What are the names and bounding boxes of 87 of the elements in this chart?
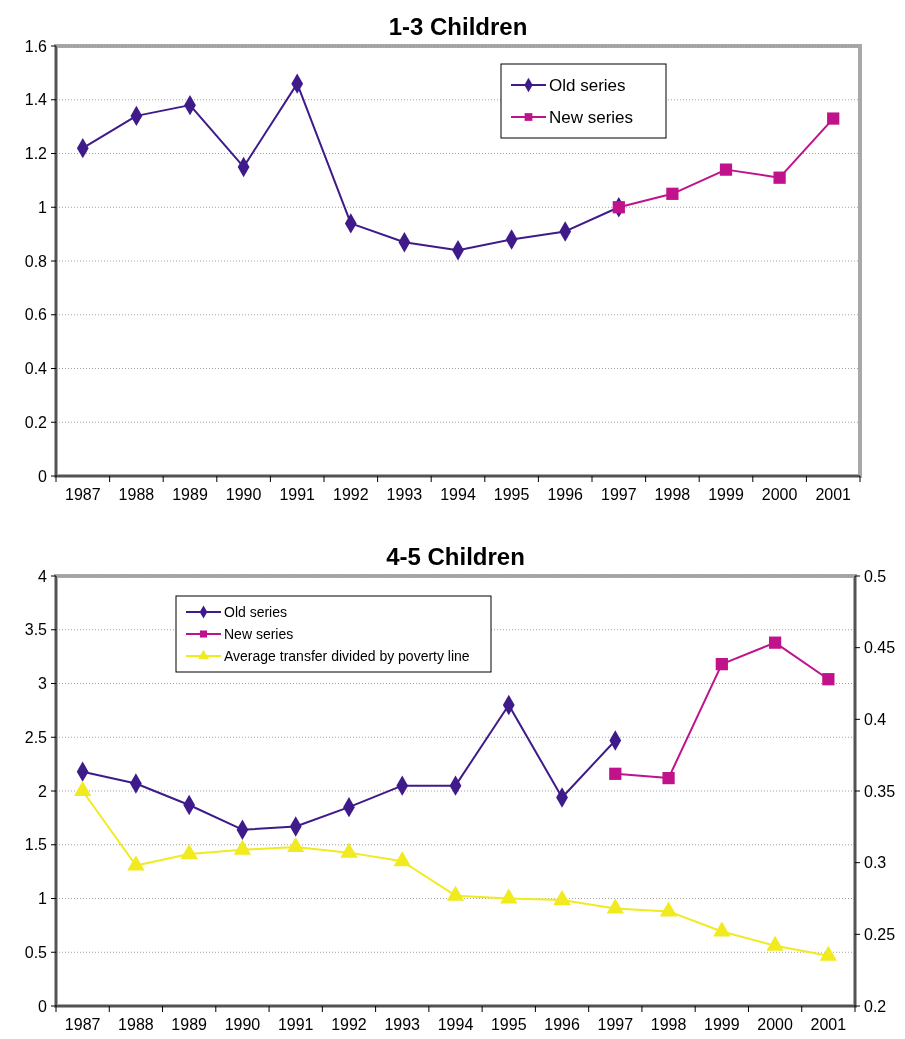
x-tick-label: 1991 — [277, 1016, 314, 1033]
y-tick-label: 1 — [38, 890, 48, 908]
y-tick-label: 0 — [38, 997, 48, 1015]
point — [606, 898, 624, 914]
x-tick-label: 1987 — [65, 486, 101, 503]
x-tick-label: 1993 — [386, 486, 423, 503]
x-tick-label: 1995 — [490, 1016, 527, 1033]
point — [713, 921, 731, 937]
y2-tick-label: 0.3 — [864, 854, 887, 872]
y-tick-label: 4 — [38, 567, 48, 585]
y-tick-label: 0.4 — [24, 360, 48, 378]
y-tick-label: 0.5 — [24, 943, 48, 961]
point — [827, 112, 840, 125]
y2-tick-label: 0.35 — [864, 782, 896, 800]
y-tick-label: 3.5 — [24, 621, 48, 639]
x-tick-label: 1989 — [171, 1016, 208, 1033]
x-tick-label: 1992 — [333, 486, 369, 503]
y-tick-label: 0.6 — [24, 306, 48, 324]
point — [773, 171, 786, 184]
legend-label: New series — [224, 625, 294, 642]
x-tick-label: 1999 — [708, 486, 744, 503]
legend-label: Old series — [549, 75, 626, 95]
x-tick-label: 1998 — [654, 486, 691, 503]
x-tick-label: 1997 — [601, 486, 637, 503]
x-tick-label: 1999 — [704, 1016, 740, 1033]
x-tick-label: 1995 — [493, 486, 530, 503]
y2-tick-label: 0.2 — [864, 997, 887, 1015]
point — [127, 855, 145, 871]
point — [715, 658, 728, 671]
x-tick-label: 2001 — [815, 486, 852, 503]
x-tick-label: 1997 — [597, 1016, 634, 1033]
point — [287, 836, 305, 852]
point — [819, 945, 838, 961]
point — [766, 935, 784, 951]
point — [612, 201, 625, 214]
x-tick-label: 1988 — [118, 1016, 154, 1033]
point — [666, 187, 679, 200]
point — [73, 781, 92, 796]
x-tick-label: 1990 — [225, 486, 262, 503]
point — [719, 163, 733, 176]
point — [180, 844, 198, 860]
x-tick-label: 1988 — [118, 486, 155, 503]
x-tick-label: 1998 — [650, 1016, 687, 1033]
x-tick-label: 1996 — [544, 1016, 580, 1033]
y2-tick-label: 0.5 — [864, 567, 887, 585]
x-tick-label: 1989 — [172, 486, 208, 503]
y-tick-label: 0 — [38, 467, 48, 485]
x-tick-label: 2000 — [757, 1016, 793, 1033]
point — [393, 851, 411, 867]
y-tick-label: 2.5 — [24, 728, 48, 746]
point — [446, 885, 465, 901]
x-tick-label: 1992 — [331, 1016, 367, 1033]
point — [233, 839, 252, 855]
point — [768, 636, 782, 649]
y-tick-label: 2 — [38, 782, 48, 800]
x-tick-label: 1994 — [440, 486, 476, 503]
y-tick-label: 1 — [38, 198, 48, 216]
chart-title: 4-5 Children — [386, 543, 525, 570]
x-tick-label: 1993 — [384, 1016, 421, 1033]
legend-label: Old series — [224, 603, 288, 620]
point — [609, 767, 622, 780]
y-tick-label: 3 — [38, 675, 48, 693]
point — [340, 842, 358, 858]
y-tick-label: 1.4 — [24, 91, 48, 109]
chart-title: 1-3 Children — [388, 13, 528, 40]
point — [553, 889, 571, 905]
y-tick-label: 0.8 — [24, 252, 48, 270]
legend-label: New series — [549, 107, 634, 127]
y-tick-label: 1.5 — [24, 836, 48, 854]
x-tick-label: 2001 — [810, 1016, 847, 1033]
x-tick-label: 1990 — [224, 1016, 261, 1033]
y-tick-label: 1.2 — [24, 145, 48, 163]
point — [659, 901, 678, 917]
x-tick-label: 1987 — [64, 1016, 101, 1033]
x-tick-label: 2000 — [761, 486, 798, 503]
y-tick-label: 1.6 — [24, 37, 48, 55]
y2-tick-label: 0.45 — [864, 639, 896, 657]
x-tick-label: 1996 — [547, 486, 584, 503]
point — [662, 771, 675, 785]
legend-label: Average transfer divided by poverty line — [224, 647, 470, 664]
y2-tick-label: 0.4 — [864, 710, 887, 728]
x-tick-label: 1994 — [437, 1016, 474, 1033]
y2-tick-label: 0.25 — [864, 925, 896, 943]
point — [822, 673, 835, 686]
x-tick-label: 1991 — [279, 486, 316, 503]
y-tick-label: 0.2 — [24, 413, 48, 431]
point — [500, 888, 518, 904]
